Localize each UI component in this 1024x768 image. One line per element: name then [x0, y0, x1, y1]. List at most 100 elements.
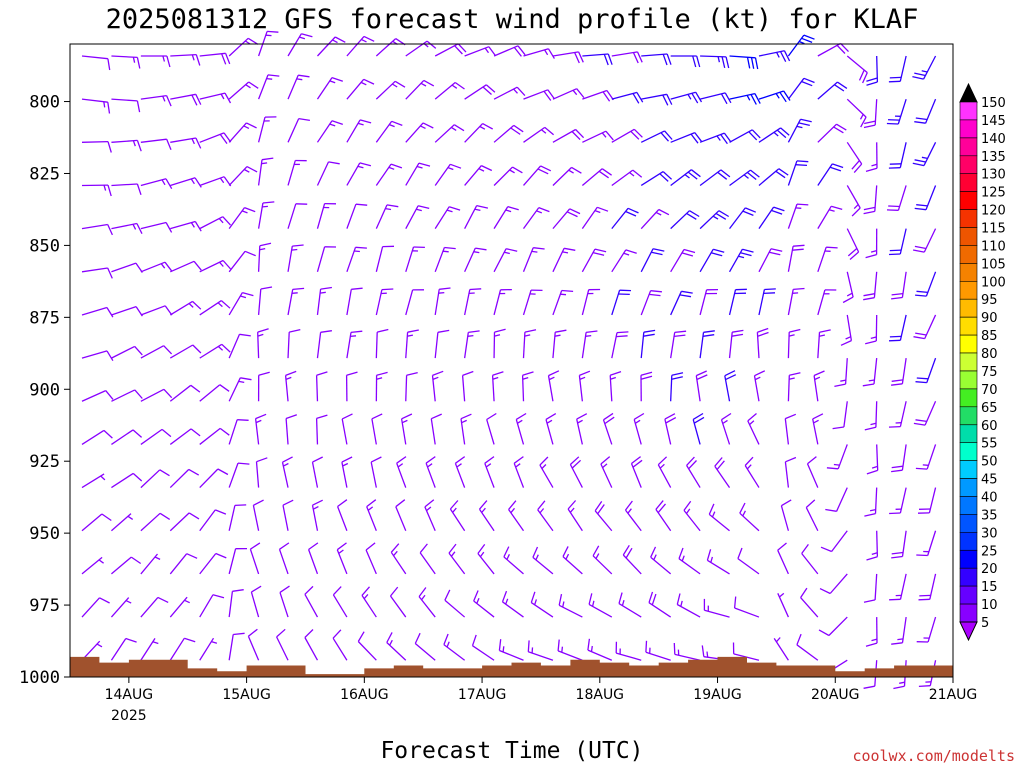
wind-barb — [846, 55, 868, 84]
wind-barb — [252, 499, 264, 531]
wind-barb — [346, 78, 375, 100]
wind-barb — [493, 45, 526, 57]
wind-barb — [865, 617, 878, 647]
wind-barb — [375, 120, 403, 143]
colorbar-label: 10 — [981, 598, 998, 613]
wind-barb — [346, 119, 372, 143]
wind-barb — [913, 314, 937, 340]
colorbar-label: 75 — [981, 365, 998, 380]
colorbar-swatch — [959, 460, 978, 479]
wind-barb — [345, 371, 358, 402]
wind-barb — [611, 169, 643, 187]
wind-barb — [866, 530, 879, 561]
x-axis-label: Forecast Time (UTC) — [380, 738, 643, 764]
wind-barb — [703, 598, 730, 618]
wind-barb — [812, 413, 824, 445]
wind-barb — [916, 530, 937, 557]
wind-barb — [758, 90, 791, 103]
wind-barb — [562, 546, 583, 575]
wind-barb — [864, 487, 878, 517]
wind-barb — [419, 543, 436, 575]
wind-barb — [287, 244, 304, 272]
colorbar-label: 30 — [981, 526, 998, 541]
wind-barb — [912, 142, 937, 167]
x-axis: 14AUG 15AUG 16AUG 17AUG 18AUG 19AUG 20AUG 21AUG… — [105, 677, 977, 724]
wind-barb — [744, 456, 760, 488]
wind-barb — [276, 628, 289, 661]
wind-barb — [728, 329, 744, 359]
wind-barb — [434, 329, 450, 359]
colorbar-label: 130 — [981, 168, 1006, 183]
wind-barb — [199, 300, 231, 316]
wind-barb — [81, 140, 112, 153]
wind-barb — [169, 344, 202, 359]
wind-barb — [670, 372, 684, 402]
y-tick-label: 850 — [29, 236, 60, 256]
wind-barb — [228, 166, 258, 186]
wind-barb — [609, 370, 622, 402]
wind-barb — [640, 130, 673, 143]
colorbar-label: 65 — [981, 401, 998, 416]
wind-barb — [692, 412, 705, 445]
wind-barb — [414, 632, 436, 661]
wind-barbs-layer — [81, 30, 937, 690]
wind-barb — [375, 371, 388, 402]
wind-barb — [199, 92, 232, 104]
wind-barb — [434, 163, 462, 186]
wind-barb — [140, 221, 173, 233]
wind-barb — [758, 127, 790, 143]
wind-barb — [582, 53, 613, 66]
x-tick-label: 16AUG — [340, 687, 389, 703]
wind-barb — [813, 370, 825, 402]
wind-barb — [720, 412, 732, 445]
colorbar-label: 150 — [981, 96, 1006, 111]
wind-barb — [228, 37, 259, 57]
wind-barb — [493, 248, 518, 273]
wind-barb — [169, 596, 190, 618]
wind-barb — [389, 586, 407, 618]
colorbar-swatch — [959, 119, 978, 139]
wind-barb — [357, 631, 377, 661]
wind-barb — [523, 48, 555, 59]
wind-barb — [111, 513, 134, 532]
wind-barb — [501, 590, 524, 618]
wind-barb — [552, 289, 574, 316]
wind-barb — [657, 456, 672, 488]
wind-barb — [842, 271, 854, 304]
wind-barb — [576, 413, 588, 445]
wind-barb — [581, 168, 612, 186]
wind-barb — [708, 503, 730, 532]
wind-barb — [346, 162, 372, 186]
wind-barb — [699, 92, 732, 105]
wind-barb — [747, 413, 760, 445]
wind-barb — [820, 530, 848, 553]
wind-barb — [418, 587, 436, 618]
wind-barb — [316, 286, 332, 316]
wind-barb — [699, 210, 730, 230]
colorbar-swatch — [959, 209, 978, 228]
wind-barb — [111, 183, 142, 196]
wind-barb — [846, 98, 867, 128]
wind-barb — [801, 544, 819, 575]
wind-barb — [758, 248, 783, 273]
wind-barb — [611, 51, 643, 64]
wind-barb — [405, 162, 431, 186]
y-tick-label: 950 — [29, 524, 60, 544]
colorbar-label: 140 — [981, 132, 1006, 147]
wind-barb — [758, 168, 789, 186]
wind-barb — [336, 542, 348, 575]
wind-barb — [257, 74, 280, 100]
wind-barb — [390, 543, 407, 575]
wind-barb — [228, 206, 256, 230]
wind-barb — [683, 500, 701, 532]
wind-barb — [863, 99, 878, 129]
wind-barb — [199, 343, 231, 359]
wind-barb — [552, 247, 576, 273]
wind-barb — [846, 185, 861, 217]
y-axis: 800 825 850 875 900 925 950 975 1000 — [19, 93, 70, 688]
colorbar-swatch — [959, 585, 978, 605]
wind-barb — [425, 456, 436, 488]
wind-barb — [800, 587, 819, 618]
y-tick-label: 875 — [29, 308, 60, 328]
wind-barb — [670, 55, 701, 68]
